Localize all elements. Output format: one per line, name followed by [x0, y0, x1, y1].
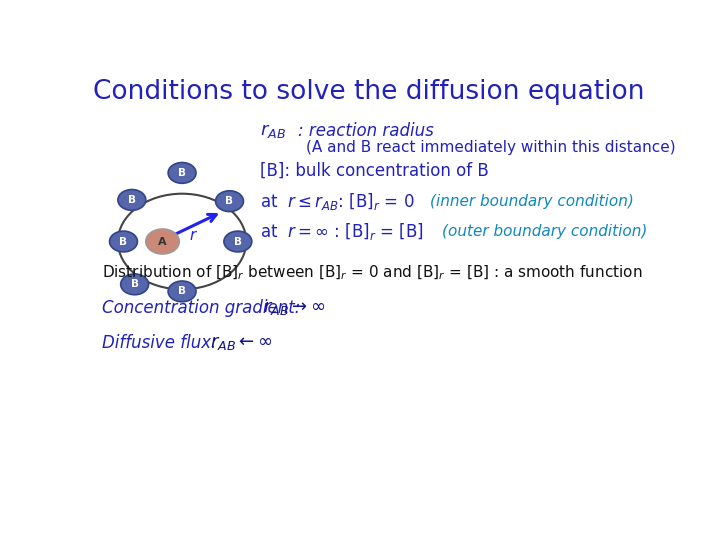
Circle shape [145, 229, 179, 254]
Text: at  $r \leq r_{AB}$: [B]$_r$ = 0: at $r \leq r_{AB}$: [B]$_r$ = 0 [260, 191, 415, 212]
Text: B: B [120, 237, 127, 247]
Circle shape [121, 274, 148, 295]
Circle shape [118, 190, 145, 210]
Circle shape [224, 231, 252, 252]
Text: (A and B react immediately within this distance): (A and B react immediately within this d… [306, 140, 675, 156]
Text: B: B [178, 286, 186, 296]
Text: at  $r = \infty$ : [B]$_r$ = [B]: at $r = \infty$ : [B]$_r$ = [B] [260, 221, 424, 241]
Text: A: A [158, 237, 167, 247]
Text: B: B [128, 195, 136, 205]
Text: : reaction radius: : reaction radius [298, 123, 434, 140]
Text: $r_{AB} \leftarrow \infty$: $r_{AB} \leftarrow \infty$ [210, 334, 272, 353]
Circle shape [118, 194, 246, 289]
Circle shape [109, 231, 138, 252]
Text: B: B [234, 237, 242, 247]
Circle shape [168, 163, 196, 183]
Text: Concentration gradient:: Concentration gradient: [102, 299, 301, 317]
Text: B: B [178, 168, 186, 178]
Text: B: B [225, 196, 233, 206]
Circle shape [215, 191, 243, 212]
Text: $r_{AB} \rightarrow \infty$: $r_{AB} \rightarrow \infty$ [263, 299, 325, 317]
Text: B: B [130, 279, 139, 289]
Text: Diffusive flux:: Diffusive flux: [102, 334, 217, 353]
Text: [B]: bulk concentration of B: [B]: bulk concentration of B [260, 162, 489, 180]
Text: (outer boundary condition): (outer boundary condition) [441, 224, 647, 239]
Text: $r$: $r$ [189, 228, 198, 243]
Text: (inner boundary condition): (inner boundary condition) [431, 194, 634, 208]
Text: $r_{AB}$: $r_{AB}$ [260, 123, 286, 140]
Circle shape [168, 281, 196, 302]
Text: Conditions to solve the diffusion equation: Conditions to solve the diffusion equati… [94, 79, 644, 105]
Text: Distribution of [B]$_r$ between [B]$_r$ = 0 and [B]$_r$ = [B] : a smooth functio: Distribution of [B]$_r$ between [B]$_r$ … [102, 264, 643, 282]
